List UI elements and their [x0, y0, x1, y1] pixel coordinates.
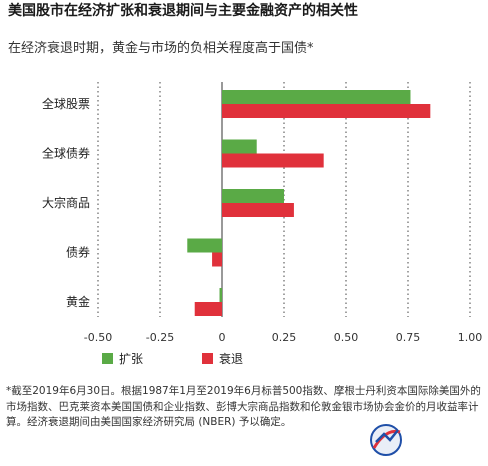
bar-expansion — [219, 288, 222, 302]
x-tick-label: 0.50 — [334, 331, 359, 344]
bar-recession — [222, 153, 324, 168]
bar-expansion — [187, 238, 222, 253]
bar-recession — [212, 252, 222, 267]
legend-swatch — [202, 353, 213, 364]
x-tick-labels: -0.50 -0.25 0 0.25 0.50 0.75 1.00 — [84, 331, 482, 344]
bar-expansion — [222, 90, 411, 104]
x-tick-label: 1.00 — [458, 331, 483, 344]
watermark-logo — [366, 418, 484, 462]
bar-expansion — [222, 139, 257, 154]
bar-expansion — [222, 189, 284, 203]
legend-swatch — [102, 353, 113, 364]
legend-label: 扩张 — [119, 352, 143, 366]
x-tick-label: 0 — [219, 331, 226, 344]
chart-subtitle: 在经济衰退时期，黄金与市场的负相关程度高于国债* — [8, 41, 314, 56]
x-tick-label: -0.25 — [146, 331, 174, 344]
chart-title: 美国股市在经济扩张和衰退期间与主要金融资产的相关性 — [8, 3, 358, 19]
footnote: *截至2019年6月30日。根据1987年1月至2019年6月标普500指数、摩… — [6, 385, 481, 428]
category-label: 大宗商品 — [42, 195, 90, 210]
bars — [187, 90, 431, 316]
x-tick-label: 0.75 — [396, 331, 421, 344]
watermark-icon — [370, 424, 402, 456]
category-label: 黄金 — [66, 294, 90, 309]
category-label: 全球债券 — [42, 146, 90, 161]
category-label: 债券 — [66, 245, 90, 260]
bar-recession — [194, 302, 222, 316]
bar-recession — [222, 104, 431, 118]
legend: 扩张 衰退 — [102, 351, 243, 366]
legend-label: 衰退 — [219, 351, 243, 366]
x-tick-label: 0.25 — [272, 331, 297, 344]
x-tick-label: -0.50 — [84, 331, 112, 344]
bar-recession — [222, 203, 294, 217]
category-label: 全球股票 — [42, 96, 90, 111]
